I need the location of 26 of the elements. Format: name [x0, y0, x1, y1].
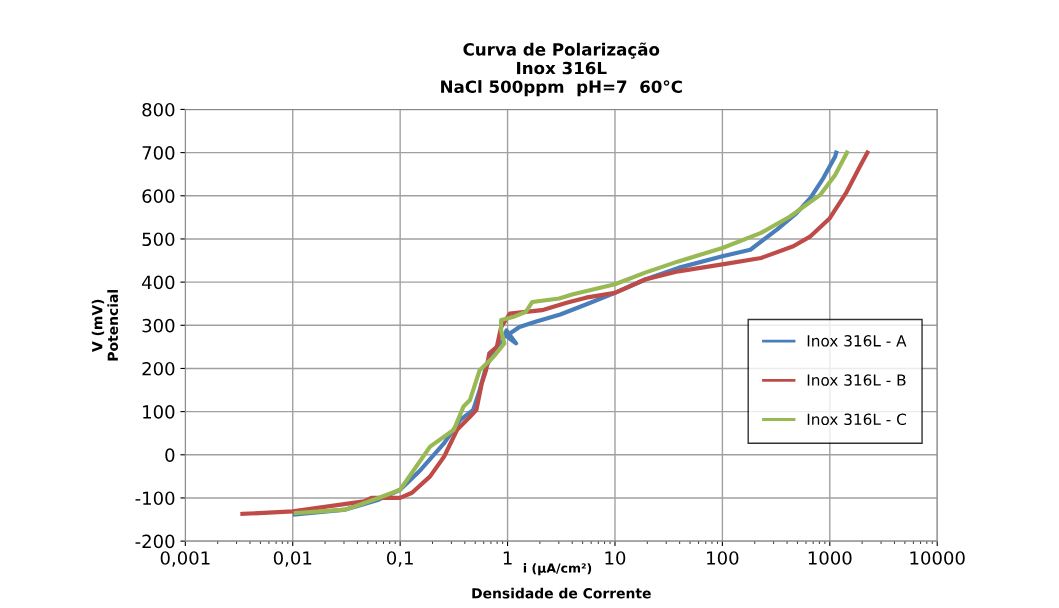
legend-label: Inox 316L - C — [807, 413, 906, 426]
y-tick-label: 100 — [143, 405, 175, 419]
y-tick-label: 200 — [142, 361, 175, 376]
legend-label: Inox 316L - A — [807, 335, 907, 347]
x-tick-label: 10000 — [910, 551, 965, 565]
y-tick-label: 300 — [142, 318, 175, 333]
x-tick-label: 0,001 — [160, 551, 210, 567]
y-tick-label: 700 — [142, 146, 175, 160]
x-tick-label: 10 — [605, 551, 626, 565]
x-tick-label: 0,1 — [386, 551, 413, 567]
x-tick-label: 0,01 — [273, 551, 312, 567]
y-axis-title: V (mV) Potencial — [91, 290, 119, 361]
x-tick-label: 100 — [707, 551, 739, 565]
y-tick-label: 800 — [142, 102, 175, 117]
chart-title: Curva de Polarização Inox 316L NaCl 500ppm pH=7 60°C — [441, 42, 682, 97]
x-tick-label: 1000 — [808, 551, 852, 565]
x-axis-title: Densidade de Corrente — [472, 587, 651, 599]
y-tick-label: 600 — [142, 189, 175, 203]
x-tick-label: 1 — [503, 551, 512, 565]
y-tick-label: 0 — [165, 448, 175, 462]
y-tick-label: -200 — [135, 534, 175, 549]
y-tick-label: 400 — [142, 275, 175, 290]
legend-label: Inox 316L - B — [807, 374, 906, 386]
y-tick-label: 500 — [142, 232, 175, 247]
text: i (µA/cm²) — [523, 563, 592, 576]
y-tick-label: -100 — [135, 491, 175, 506]
